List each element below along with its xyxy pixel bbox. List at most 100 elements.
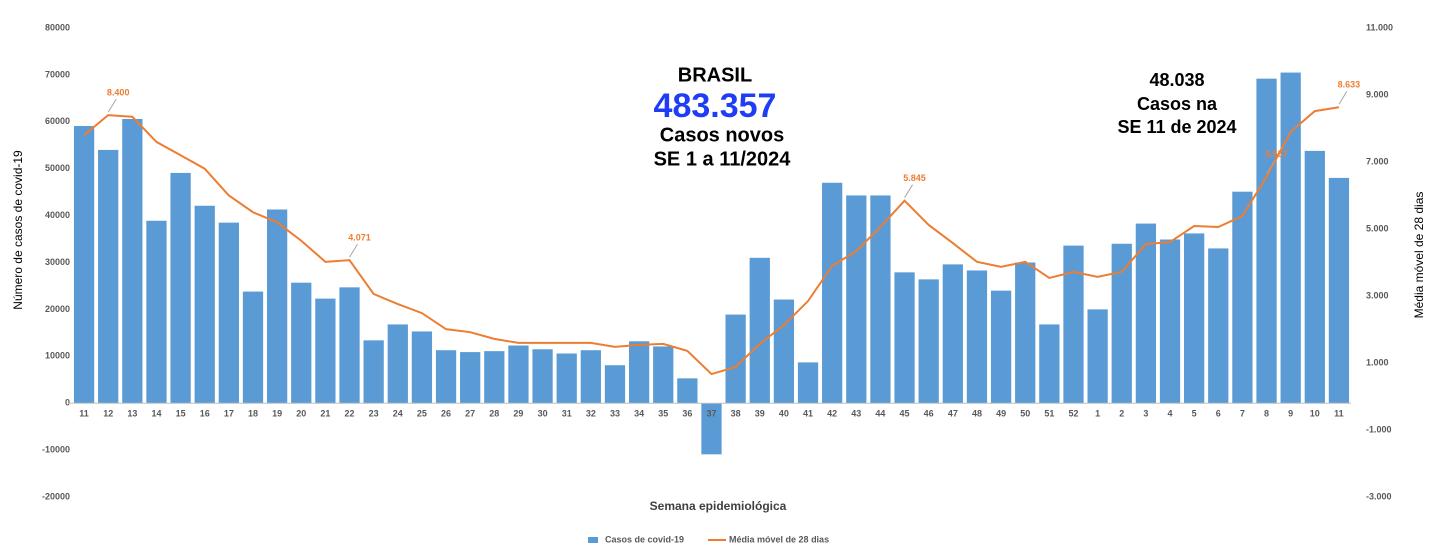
x-tick-label: 21 [320,409,330,419]
bar [242,291,264,404]
x-tick-label: 42 [827,409,837,419]
bar [484,351,505,404]
bar [1111,243,1132,404]
bar [556,353,577,404]
bar [701,403,722,455]
x-tick-label: 23 [369,409,379,419]
bar [773,299,795,404]
line [83,106,1340,376]
x-tick-label: 4 [1168,409,1173,419]
x-tick-label: 3 [1143,409,1148,419]
x-tick-label: 31 [562,409,572,419]
leader-line [349,243,358,258]
bar [1328,177,1350,404]
bar [966,270,988,404]
x-tick-label: 25 [417,409,427,419]
y-tick-label: -20000 [42,491,70,501]
x-tick-label: 35 [658,409,668,419]
bar [942,264,963,404]
x-tick-label: 43 [851,409,861,419]
x-axis-title: Semana epidemiológica [650,499,787,513]
x-tick-label: 44 [875,409,885,419]
bar [725,314,746,404]
x-tick-label: 26 [441,409,451,419]
data-label: 4.071 [348,232,371,242]
bar [218,222,239,404]
bar [170,172,191,404]
annotation: Casos na [1137,94,1218,114]
y-tick-label: 30000 [45,257,70,267]
y2-axis-title: Média móvel de 28 dias [1412,192,1426,319]
x-tick-label: 19 [272,409,282,419]
bar [435,350,457,404]
x-tick-label: 5 [1192,409,1197,419]
bar [1256,78,1277,404]
bar [846,195,867,404]
y-tick-label: 10000 [45,351,70,361]
data-label: 5.845 [903,173,926,183]
annotation: SE 11 de 2024 [1117,117,1236,137]
x-tick-label: 18 [248,409,258,419]
bar [677,378,698,404]
x-tick-label: 15 [176,409,186,419]
x-tick-label: 30 [538,409,548,419]
bar [1232,191,1253,404]
annotation: 48.038 [1149,70,1204,90]
y-tick-label: 50000 [45,163,70,173]
y2-tick-label: -1.000 [1366,424,1392,434]
x-tick-label: 48 [972,409,982,419]
bar [797,362,819,404]
x-tick-label: 1 [1095,409,1100,419]
y-tick-label: 70000 [45,69,70,79]
x-tick-label: 39 [755,409,765,419]
bar [990,290,1012,404]
x-tick-label: 49 [996,409,1006,419]
bar [387,324,408,404]
y2-tick-label: 11.000 [1366,22,1393,32]
x-tick-label: 52 [1068,409,1078,419]
bar [653,346,674,404]
y2-tick-label: 5.000 [1366,223,1389,233]
bar [894,272,915,404]
bar [749,257,770,404]
bar [98,149,119,404]
x-tick-label: 10 [1310,409,1320,419]
bar [1184,233,1205,404]
y-axis-title: Número de casos de covid-19 [11,150,25,310]
x-tick-label: 14 [151,409,161,419]
bar [1087,309,1108,404]
x-tick-label: 17 [224,409,234,419]
bar [508,345,529,404]
bar [411,331,433,404]
legend-label: Casos de covid-19 [605,534,684,544]
bar [1039,324,1060,404]
x-tick-label: 50 [1020,409,1030,419]
annotation: 483.357 [654,87,777,125]
bar [870,195,891,404]
x-tick-label: 40 [779,409,789,419]
leader-line [904,184,913,198]
y2-tick-label: 7.000 [1366,156,1389,166]
x-tick-label: 29 [513,409,523,419]
y2-tick-label: 3.000 [1366,290,1389,300]
bar [1304,150,1325,404]
x-tick-label: 6 [1216,409,1221,419]
bar [73,126,95,404]
bar [122,118,143,404]
y-tick-label: 80000 [45,22,70,32]
data-label: 8.400 [107,87,130,97]
bar [580,350,601,404]
y-tick-label: -10000 [42,444,70,454]
bar [291,282,312,404]
x-tick-label: 11 [79,409,89,419]
x-tick-label: 32 [586,409,596,419]
x-tick-label: 20 [296,409,306,419]
x-tick-label: 47 [948,409,958,419]
y2-tick-label: 1.000 [1366,357,1389,367]
leader-line [1338,91,1348,105]
annotation: BRASIL [678,64,752,86]
data-label: 8.633 [1338,80,1361,90]
x-tick-label: 24 [393,409,403,419]
x-tick-label: 27 [465,409,475,419]
x-tick-label: 8 [1264,409,1269,419]
